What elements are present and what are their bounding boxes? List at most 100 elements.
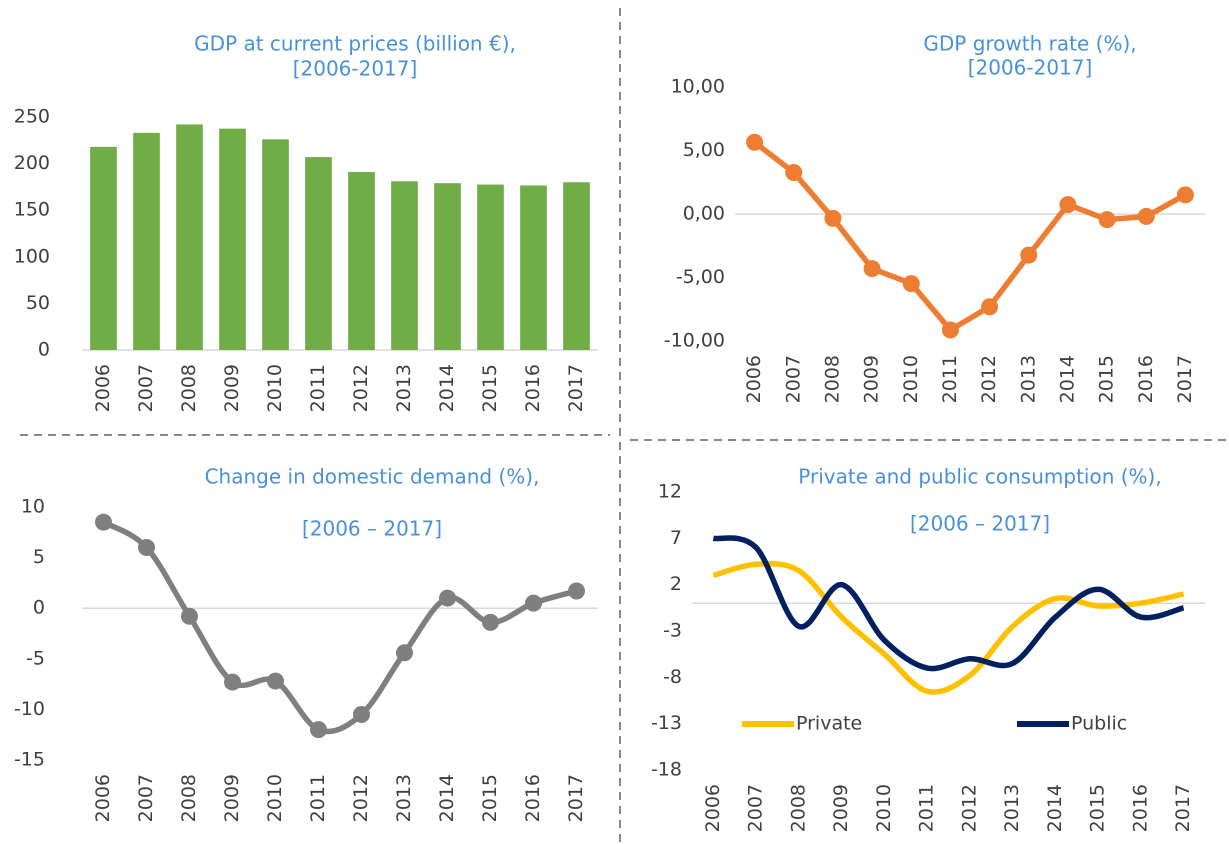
marker [981, 298, 999, 316]
bar [90, 146, 117, 350]
x-tick-label: 2011 [939, 355, 961, 403]
bar [262, 139, 289, 350]
x-tick-label: 2011 [916, 784, 938, 832]
x-tick-label: 2009 [861, 355, 883, 403]
x-tick-label: 2013 [1001, 784, 1023, 832]
bar [133, 132, 160, 350]
x-tick-label: 2009 [221, 774, 243, 822]
y-tick-label: 100 [14, 245, 50, 267]
x-tick-label: 2017 [1172, 784, 1194, 832]
y-tick-label: 150 [14, 199, 50, 221]
bar [434, 183, 461, 350]
x-tick-label: 2007 [135, 774, 157, 822]
marker [353, 705, 370, 723]
y-tick-label: -10 [14, 698, 45, 720]
x-tick-label: 2013 [393, 774, 415, 822]
x-tick-label: 2011 [307, 774, 329, 822]
marker [1059, 196, 1077, 214]
legend-label: Private [796, 713, 862, 735]
x-tick-label: 2015 [1087, 784, 1109, 832]
x-tick-label: 2008 [787, 784, 809, 832]
x-tick-label: 2016 [522, 364, 544, 412]
y-tick-label: 250 [14, 106, 50, 128]
y-tick-label: 10 [21, 496, 45, 518]
y-tick-label: -10,00 [664, 330, 725, 352]
x-tick-label: 2009 [221, 364, 243, 412]
x-tick-label: 2006 [92, 774, 114, 822]
line [102, 519, 578, 735]
chart-subtitle: [2006-2017] [293, 57, 418, 81]
bar [348, 171, 375, 350]
x-tick-label: 2015 [1096, 355, 1118, 403]
y-tick-label: 12 [658, 481, 682, 503]
y-tick-label: 10,00 [671, 76, 725, 98]
x-tick-label: 2016 [522, 774, 544, 822]
marker [181, 607, 198, 625]
x-tick-label: 2014 [1044, 784, 1066, 832]
y-tick-label: 200 [14, 152, 50, 174]
x-tick-label: 2009 [830, 784, 852, 832]
x-tick-label: 2012 [350, 364, 372, 412]
bar [520, 185, 547, 350]
marker [396, 644, 413, 662]
marker [224, 673, 241, 691]
marker [785, 163, 803, 181]
chart-subtitle: [2006 – 2017] [302, 517, 442, 541]
marker [95, 513, 112, 531]
x-tick-label: 2017 [565, 364, 587, 412]
chart-title: GDP at current prices (billion €), [194, 32, 516, 56]
marker [902, 275, 920, 293]
x-tick-label: 2012 [350, 774, 372, 822]
marker [525, 594, 542, 612]
x-tick-label: 2006 [702, 784, 724, 832]
line [752, 140, 1187, 333]
marker [568, 582, 585, 600]
bar [563, 182, 590, 350]
y-tick-label: -8 [663, 666, 682, 688]
y-tick-label: 50 [26, 292, 50, 314]
marker [482, 613, 499, 631]
marker [1137, 207, 1155, 225]
chart-subtitle: [2006 – 2017] [910, 512, 1050, 536]
chart-subtitle: [2006-2017] [968, 56, 1093, 80]
x-tick-label: 2012 [978, 355, 1000, 403]
marker [439, 589, 456, 607]
y-tick-label: -5,00 [676, 266, 725, 288]
line [712, 560, 1185, 695]
marker [1020, 246, 1038, 264]
bar [305, 157, 332, 350]
y-tick-label: -15 [14, 749, 45, 771]
x-tick-label: 2007 [745, 784, 767, 832]
marker [310, 721, 327, 739]
chart-title: GDP growth rate (%), [923, 32, 1136, 56]
marker [824, 209, 842, 227]
x-tick-label: 2011 [307, 364, 329, 412]
x-tick-label: 2006 [92, 364, 114, 412]
x-tick-label: 2006 [743, 355, 765, 403]
y-tick-label: -5 [26, 647, 45, 669]
bar [391, 181, 418, 350]
y-tick-label: 7 [670, 527, 682, 549]
x-tick-label: 2015 [479, 774, 501, 822]
marker [138, 538, 155, 556]
x-tick-label: 2014 [436, 364, 458, 412]
x-tick-label: 2007 [135, 364, 157, 412]
y-tick-label: 0 [33, 597, 45, 619]
x-tick-label: 2010 [873, 784, 895, 832]
y-tick-label: -3 [663, 620, 682, 642]
x-tick-label: 2016 [1129, 784, 1151, 832]
legend-label: Public [1071, 713, 1127, 735]
x-tick-label: 2016 [1135, 355, 1157, 403]
x-tick-label: 2010 [900, 355, 922, 403]
x-tick-label: 2012 [958, 784, 980, 832]
bar [219, 128, 246, 350]
y-tick-label: 0 [38, 339, 50, 361]
marker [1176, 186, 1194, 204]
x-tick-label: 2007 [782, 355, 804, 403]
x-tick-label: 2013 [393, 364, 415, 412]
x-tick-label: 2008 [178, 774, 200, 822]
line [712, 535, 1185, 672]
y-tick-label: 5 [33, 546, 45, 568]
x-tick-label: 2015 [479, 364, 501, 412]
